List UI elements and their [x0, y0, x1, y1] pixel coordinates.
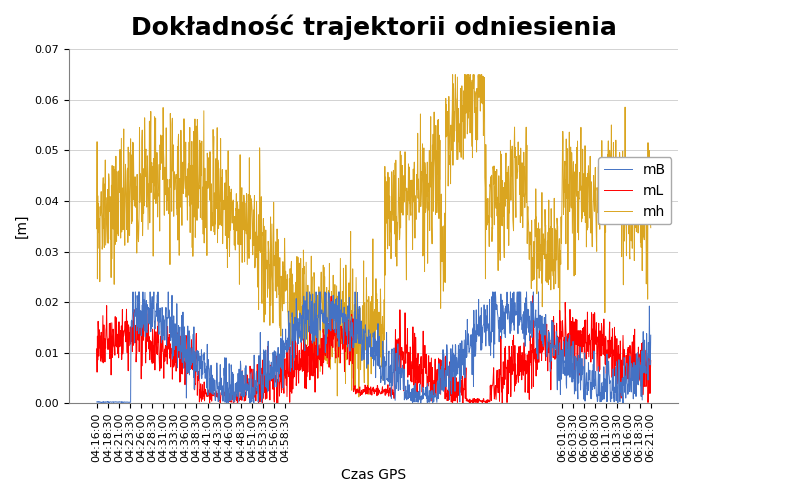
mh	[92, 226, 102, 232]
Legend: mB, mL, mh: mB, mL, mh	[598, 158, 671, 224]
mL	[340, 368, 349, 374]
mh	[423, 260, 433, 266]
mB	[92, 399, 102, 405]
Line: mh: mh	[97, 75, 651, 397]
mL	[92, 346, 102, 352]
mh	[354, 394, 363, 400]
mB	[609, 399, 619, 405]
mB	[423, 381, 433, 387]
mL	[646, 357, 656, 363]
mL	[151, 336, 161, 342]
mh	[610, 187, 619, 193]
mB	[646, 332, 656, 338]
mh	[646, 225, 656, 231]
mL	[163, 346, 173, 352]
Line: mL: mL	[97, 296, 651, 403]
mh	[255, 212, 264, 218]
mh	[163, 184, 173, 190]
mh	[151, 192, 161, 198]
X-axis label: Czas GPS: Czas GPS	[341, 468, 407, 482]
mB	[128, 289, 138, 295]
mB	[255, 381, 264, 387]
mL	[528, 293, 537, 299]
Line: mB: mB	[97, 292, 651, 403]
mB	[619, 400, 628, 406]
mL	[255, 367, 264, 373]
mB	[340, 319, 350, 325]
Y-axis label: [m]: [m]	[15, 214, 29, 239]
mh	[340, 341, 349, 347]
mB	[152, 301, 162, 307]
mL	[422, 391, 432, 397]
mB	[164, 289, 173, 295]
Title: Dokładność trajektorii odniesienia: Dokładność trajektorii odniesienia	[131, 15, 617, 40]
mL	[478, 400, 487, 406]
mL	[610, 324, 619, 330]
mh	[448, 72, 457, 78]
